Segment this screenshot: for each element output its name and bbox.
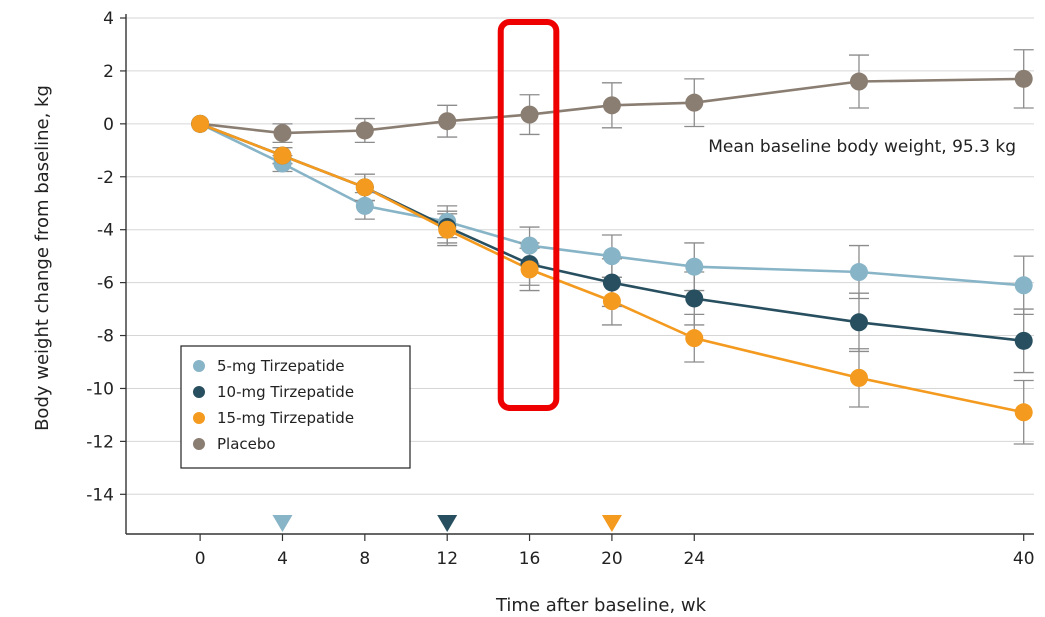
data-point — [520, 260, 539, 279]
x-tick-label: 12 — [436, 549, 458, 569]
data-point — [438, 112, 457, 131]
data-point — [438, 220, 457, 239]
data-point — [602, 292, 621, 311]
series-group — [191, 49, 1034, 445]
data-point — [1014, 69, 1033, 88]
y-tick-label: 4 — [103, 9, 114, 29]
legend-entry: 15-mg Tirzepatide — [217, 409, 354, 427]
x-tick-labels: 0 4 8 12 16 20 24 40 — [195, 549, 1035, 569]
x-tick-label: 40 — [1013, 549, 1035, 569]
data-point — [849, 368, 868, 387]
baseline-weight-annotation: Mean baseline body weight, 95.3 kg — [708, 137, 1016, 157]
y-tick-label: -10 — [86, 379, 114, 399]
y-tick-label: -4 — [97, 221, 114, 241]
legend: 5-mg Tirzepatide 10-mg Tirzepatide 15-mg T… — [180, 345, 411, 469]
data-point — [1014, 403, 1033, 422]
legend-swatch — [193, 386, 205, 398]
y-tick-label: -8 — [97, 327, 114, 347]
data-point — [685, 93, 704, 112]
x-tick-label: 24 — [683, 549, 705, 569]
legend-swatch — [193, 360, 205, 372]
data-point — [273, 146, 292, 165]
highlight-box — [497, 19, 560, 411]
data-point — [602, 273, 621, 292]
data-point — [273, 124, 292, 143]
y-tick-label: -14 — [86, 485, 114, 505]
data-point — [849, 313, 868, 332]
x-tick-label: 4 — [277, 549, 288, 569]
x-axis-label: Time after baseline, wk — [495, 595, 707, 616]
y-tick-label: -12 — [86, 432, 114, 452]
axes — [120, 14, 1034, 541]
data-point — [685, 329, 704, 348]
data-point — [355, 196, 374, 215]
y-tick-label: 0 — [103, 115, 114, 135]
data-point — [849, 72, 868, 91]
data-point — [191, 114, 210, 133]
x-tick-label: 0 — [195, 549, 206, 569]
legend-entry: Placebo — [217, 435, 276, 453]
data-point — [849, 263, 868, 282]
dose-marker-triangle — [437, 515, 458, 532]
y-tick-label: -2 — [97, 168, 114, 188]
data-point — [355, 178, 374, 197]
data-point — [602, 96, 621, 115]
y-tick-label: -6 — [97, 274, 114, 294]
legend-swatch — [193, 438, 205, 450]
data-point — [1014, 276, 1033, 295]
legend-entry: 10-mg Tirzepatide — [217, 383, 354, 401]
dose-marker-triangle — [601, 515, 622, 532]
x-tick-label: 8 — [359, 549, 370, 569]
legend-entry: 5-mg Tirzepatide — [217, 357, 345, 375]
legend-box — [180, 345, 411, 469]
x-tick-label: 20 — [601, 549, 623, 569]
dose-markers — [272, 515, 622, 532]
legend-swatch — [193, 412, 205, 424]
x-tick-label: 16 — [519, 549, 541, 569]
data-point — [685, 257, 704, 276]
data-point — [355, 121, 374, 140]
dose-marker-triangle — [272, 515, 293, 532]
data-point — [602, 247, 621, 266]
data-point — [520, 236, 539, 255]
y-axis-label: Body weight change from baseline, kg — [32, 85, 53, 431]
y-tick-labels: 4 2 0 -2 -4 -6 -8 -10 -12 -14 — [86, 9, 114, 505]
y-tick-label: 2 — [103, 62, 114, 82]
data-point — [685, 289, 704, 308]
data-point — [1014, 331, 1033, 350]
data-point — [520, 105, 539, 124]
